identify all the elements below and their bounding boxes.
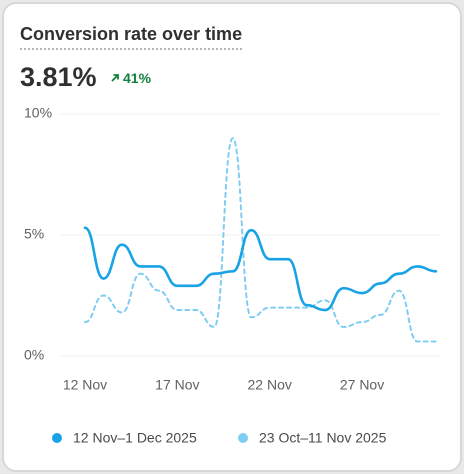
legend-label: 23 Oct–11 Nov 2025 (259, 430, 387, 446)
metric-change: 41% (110, 70, 151, 86)
series-line (84, 137, 437, 343)
x-tick-label: 17 Nov (155, 377, 199, 393)
change-text: 41% (123, 70, 152, 86)
arrow-icon (111, 74, 119, 82)
x-tick-label: 27 Nov (340, 377, 384, 393)
legend-label: 12 Nov–1 Dec 2025 (73, 430, 197, 446)
metric-value: 3.81% (20, 62, 97, 92)
legend-marker (52, 433, 62, 443)
x-tick-label: 12 Nov (63, 377, 107, 393)
legend-marker (238, 433, 248, 443)
y-tick-label: 10% (24, 105, 52, 121)
y-tick-label: 0% (24, 347, 44, 363)
series-line (83, 226, 438, 312)
x-tick-label: 22 Nov (248, 377, 292, 393)
y-tick-label: 5% (24, 226, 44, 242)
card-title: Conversion rate over time (20, 24, 243, 50)
